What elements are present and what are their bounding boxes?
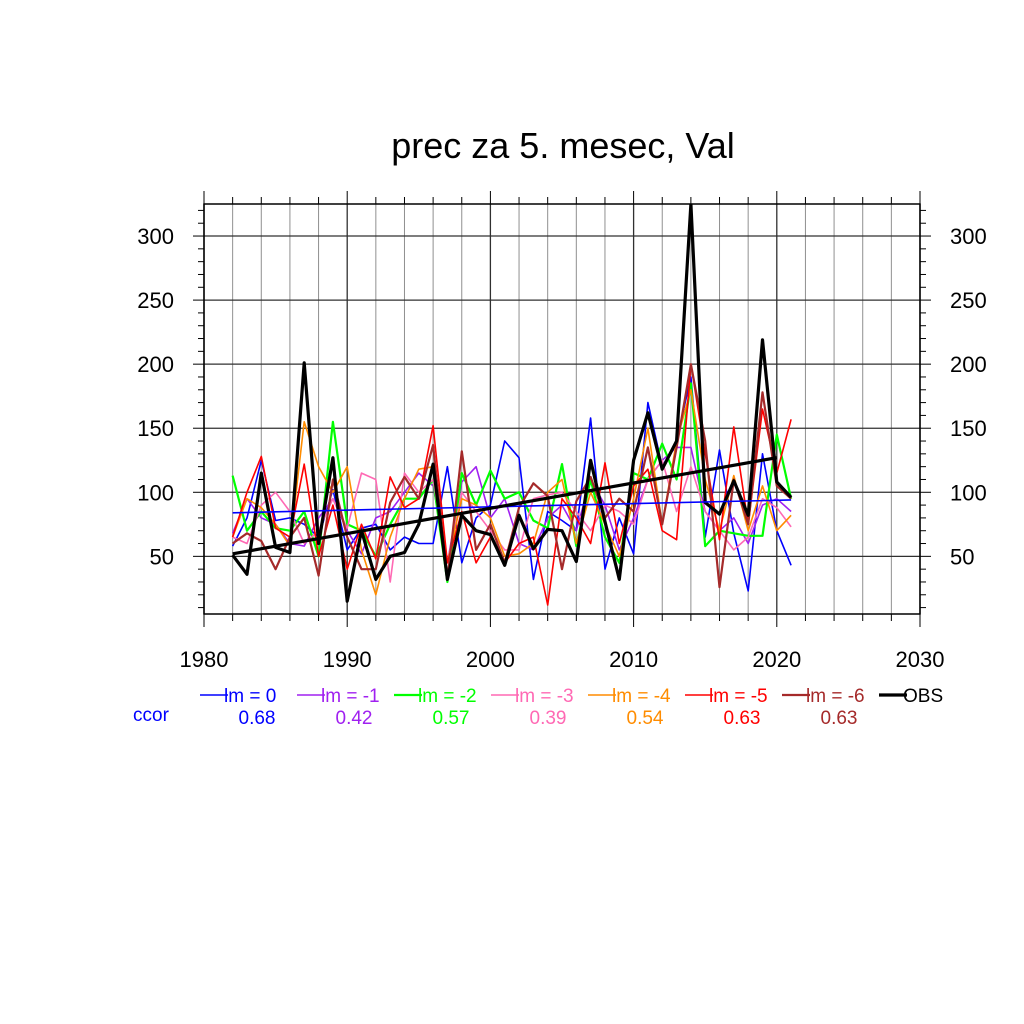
x-tick-label: 1990 (323, 647, 372, 672)
ccor-value-lm-1: 0.42 (336, 708, 373, 729)
ccor-value-lm-5: 0.63 (724, 708, 761, 729)
y-tick-label-right: 300 (950, 224, 987, 249)
chart-title: prec za 5. mesec, Val (391, 125, 734, 166)
series-line-obs (231, 204, 793, 603)
series-line-lm-2 (231, 382, 793, 584)
y-tick-label: 150 (137, 416, 174, 441)
y-tick-label: 100 (137, 480, 174, 505)
legend-label-lm-2: lm = -2 (418, 686, 477, 707)
y-tick-label-right: 50 (950, 544, 974, 569)
y-tick-label-right: 100 (950, 480, 987, 505)
x-tick-label: 1980 (180, 647, 229, 672)
legend-label-lm-6: lm = -6 (806, 686, 865, 707)
ccor-value-lm-3: 0.39 (530, 708, 567, 729)
y-tick-label-right: 150 (950, 416, 987, 441)
ccor-value-lm-4: 0.54 (627, 708, 664, 729)
y-tick-label-right: 250 (950, 288, 987, 313)
x-tick-label: 2010 (609, 647, 658, 672)
y-tick-label-right: 200 (950, 352, 987, 377)
legend-label-obs: OBS (903, 686, 943, 707)
trend-line-obs-trend (232, 456, 778, 556)
legend-label-lm-3: lm = -3 (515, 686, 574, 707)
x-tick-label: 2030 (896, 647, 945, 672)
series-line-lm-4 (231, 388, 792, 596)
x-tick-label: 2020 (752, 647, 801, 672)
ccor-value-lm-6: 0.63 (821, 708, 858, 729)
plot-border (203, 203, 921, 615)
ccor-value-lm-2: 0.57 (433, 708, 470, 729)
y-tick-label: 300 (137, 224, 174, 249)
ccor-value-lm-0: 0.68 (239, 708, 276, 729)
legend-label-lm-0: lm = 0 (224, 686, 276, 707)
y-tick-label: 250 (137, 288, 174, 313)
y-tick-label: 200 (137, 352, 174, 377)
series-group (231, 204, 793, 606)
legend-label-lm-5: lm = -5 (709, 686, 768, 707)
legend-label-lm-1: lm = -1 (321, 686, 380, 707)
y-tick-label: 50 (150, 544, 174, 569)
ccor-label: ccor (133, 705, 170, 726)
legend-label-lm-4: lm = -4 (612, 686, 671, 707)
plot-frame (193, 191, 931, 627)
series-line-lm-3 (232, 459, 792, 583)
trend-line-lm-0-trend (232, 499, 792, 514)
x-tick-label: 2000 (466, 647, 515, 672)
tick-labels: 50 50 100 100 150 150 200 200 250 250 300 300 1980 19… (137, 224, 986, 672)
